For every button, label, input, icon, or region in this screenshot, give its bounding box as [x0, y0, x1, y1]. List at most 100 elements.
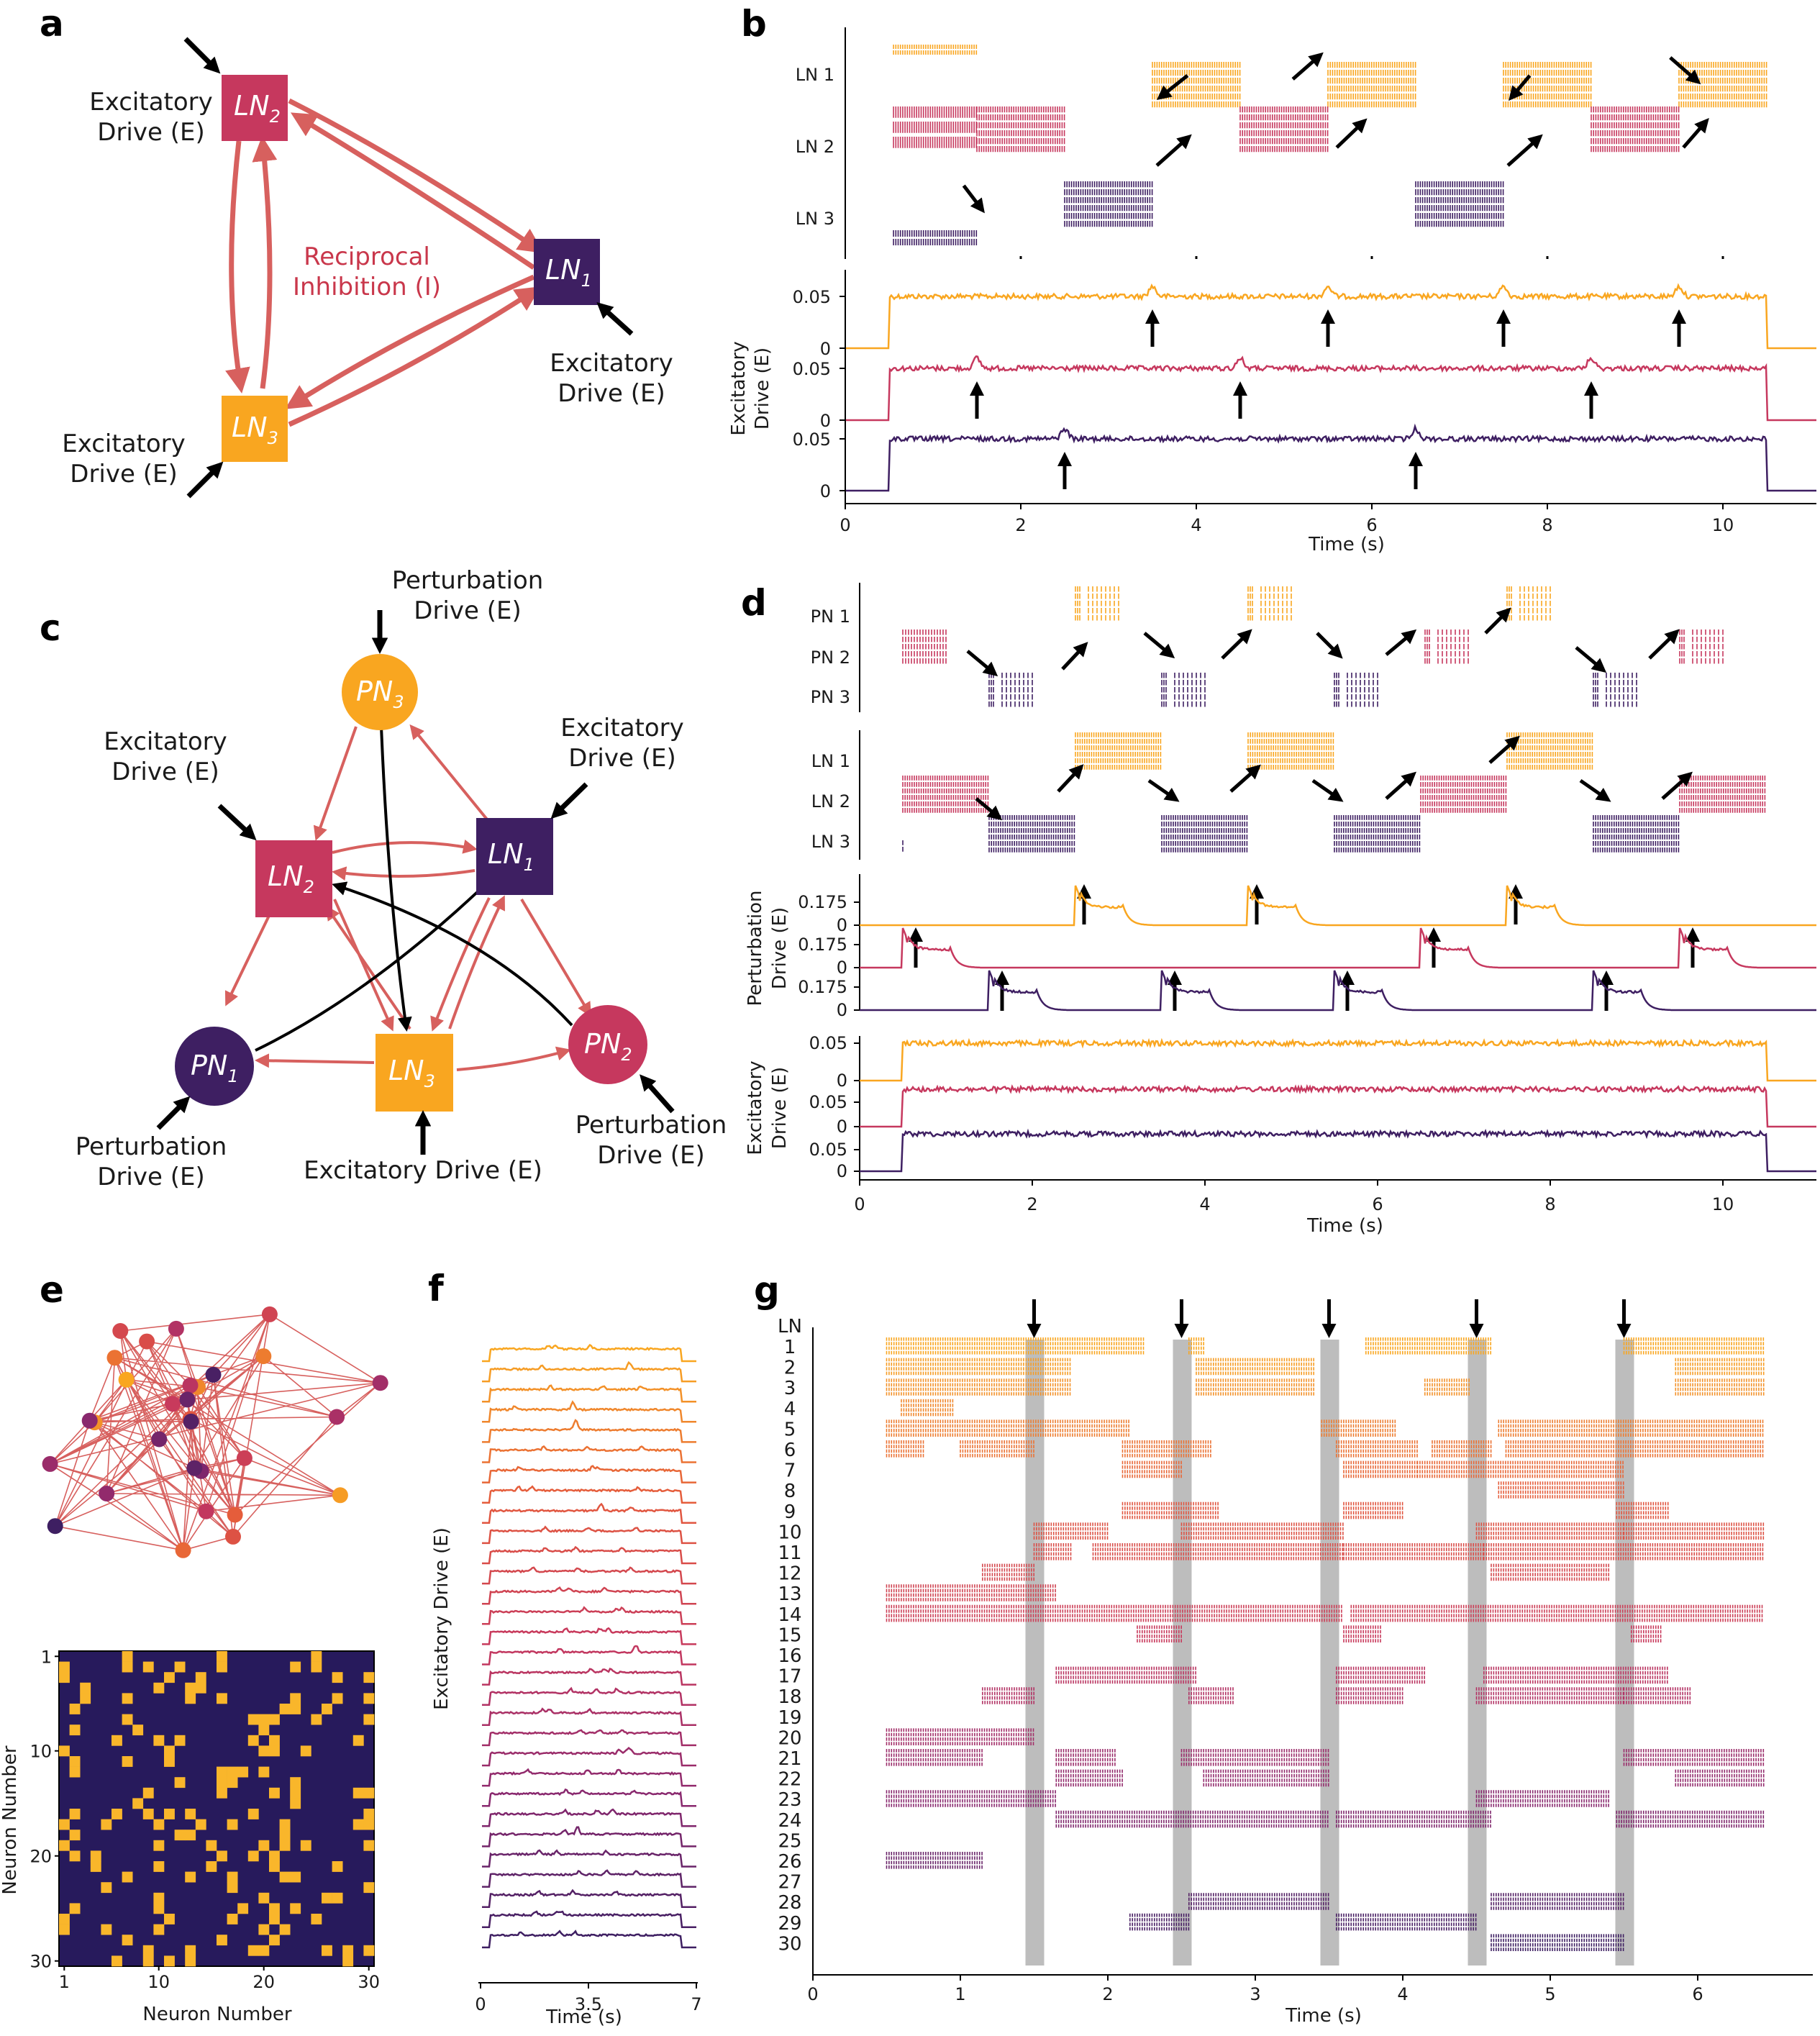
panel-d: d PN 1 PN 2 PN 3 LN 1 LN 2 LN 3 Perturba… — [741, 582, 1816, 1237]
edge-ln3-ln1 — [448, 895, 505, 1030]
edge-ln1-ln3 — [285, 274, 535, 409]
graph-node — [332, 1487, 348, 1504]
pn3-perturb-label-2: Drive (E) — [414, 596, 521, 625]
spike-block — [1247, 732, 1334, 770]
d-pn-label-1: PN 1 — [811, 606, 850, 627]
spike-block — [886, 1440, 924, 1458]
matrix-cell — [247, 1735, 259, 1746]
raster-label-ln1: LN 1 — [796, 65, 834, 85]
spike-block — [902, 776, 989, 813]
spike-block — [1623, 1522, 1765, 1540]
graph-node — [225, 1528, 241, 1545]
spike-block — [1343, 1501, 1403, 1519]
matrix-cell — [174, 1661, 186, 1673]
matrix-cell — [69, 1704, 81, 1714]
matrix-cell — [101, 1819, 112, 1830]
arrow-icon — [1143, 632, 1175, 659]
arrow-icon — [1291, 52, 1324, 81]
spike-block — [1491, 1893, 1624, 1910]
spike-block — [1498, 1481, 1624, 1499]
matrix-cell — [258, 1724, 270, 1736]
matrix-cell — [142, 1945, 154, 1956]
matrix-x-tick-label: 10 — [147, 1972, 170, 1992]
spike-block — [1505, 1440, 1764, 1458]
edge-ln3-ln2 — [252, 136, 278, 389]
perturb-traces-d — [860, 885, 1816, 1012]
matrix-cell — [101, 1924, 112, 1935]
perturb-pn3 — [860, 970, 1816, 1012]
y-tick-label: 0 — [837, 915, 847, 935]
row-label-12: 12 — [778, 1563, 801, 1585]
row-label-14: 14 — [778, 1604, 801, 1626]
spike-block — [1415, 181, 1504, 227]
row-label-5: 5 — [784, 1419, 796, 1440]
matrix-cell — [311, 1914, 322, 1924]
matrix-cell — [153, 1861, 165, 1872]
spike-block — [1503, 62, 1592, 108]
graph-node — [182, 1377, 199, 1394]
spike-block — [982, 1687, 1034, 1704]
arrow-icon — [183, 37, 221, 74]
matrix-cell — [279, 1819, 291, 1830]
x-tick-label: 8 — [1542, 515, 1552, 535]
arrow-icon — [640, 1074, 675, 1114]
panel-e: e 1 1 10 10 20 20 30 30 Neuron Number Neuron Nu… — [0, 1269, 388, 2025]
matrix-y-tick-label: 30 — [29, 1952, 52, 1972]
panel-a: a LN2 LN1 LN3 Excitatory Drive (E) Excit… — [40, 3, 673, 499]
graph-node — [106, 1350, 123, 1366]
spike-block — [1498, 1419, 1764, 1437]
reciprocal-label-2: Inhibition (I) — [293, 273, 441, 301]
edge-pn1-ln1 — [255, 868, 502, 1052]
matrix-cell — [69, 1809, 81, 1819]
matrix-x-tick-label: 1 — [59, 1972, 70, 1992]
graph-node — [81, 1412, 98, 1429]
matrix-cell — [352, 1787, 364, 1799]
spike-block — [1334, 815, 1421, 853]
edge-pn3-ln2 — [313, 726, 358, 841]
graph-node — [112, 1323, 129, 1339]
spike-block — [1196, 1358, 1314, 1376]
g-ln-header: LN — [778, 1316, 802, 1337]
arrow-icon — [1682, 117, 1709, 149]
row-label-11: 11 — [778, 1542, 801, 1564]
edge-ln1-ln2 — [332, 866, 476, 881]
spike-block — [1416, 1460, 1624, 1478]
spike-block — [1321, 1419, 1396, 1437]
y-tick-label: 0.175 — [798, 935, 847, 955]
g-x-ticks: 0 1 2 3 4 5 6 — [807, 1975, 1703, 2004]
spike-block — [1365, 1337, 1491, 1355]
spike-block — [1623, 1687, 1691, 1704]
e-ylabel: Neuron Number — [0, 1745, 21, 1894]
matrix-cell — [69, 1756, 81, 1767]
matrix-cell — [258, 1766, 270, 1778]
spike-block — [893, 230, 978, 245]
b-x-ticks: 0 2 4 6 8 10 — [840, 504, 1734, 535]
spike-block — [886, 1584, 1056, 1601]
spike-block — [1616, 1810, 1765, 1828]
spike-block — [1064, 181, 1153, 227]
graph-node — [329, 1409, 345, 1425]
spike-block — [1088, 586, 1119, 621]
spike-block — [1121, 1440, 1211, 1458]
spike-block — [1055, 1769, 1123, 1787]
graph-node — [372, 1375, 388, 1391]
x-tick-label: 1 — [955, 1984, 965, 2004]
matrix-cell — [279, 1871, 291, 1883]
f-xlabel: Time (s) — [545, 2007, 622, 2028]
matrix-cell — [122, 1693, 133, 1704]
node-ln1-label: LN1 — [545, 254, 592, 291]
graph-node — [151, 1431, 168, 1448]
row-label-23: 23 — [778, 1789, 801, 1811]
raster-dot — [1019, 256, 1022, 259]
arrow-icon — [1506, 134, 1543, 167]
spike-block — [1203, 1769, 1329, 1787]
row-label-8: 8 — [784, 1481, 796, 1502]
matrix-cell — [164, 1955, 175, 1967]
spike-block — [901, 1399, 954, 1417]
matrix-x-tick-label: 20 — [252, 1972, 275, 1992]
matrix-cell — [237, 1903, 249, 1914]
matrix-cell — [269, 1850, 280, 1862]
arrow-icon — [962, 184, 985, 214]
arrow-icon — [1221, 629, 1252, 660]
spike-block — [1623, 1749, 1765, 1766]
